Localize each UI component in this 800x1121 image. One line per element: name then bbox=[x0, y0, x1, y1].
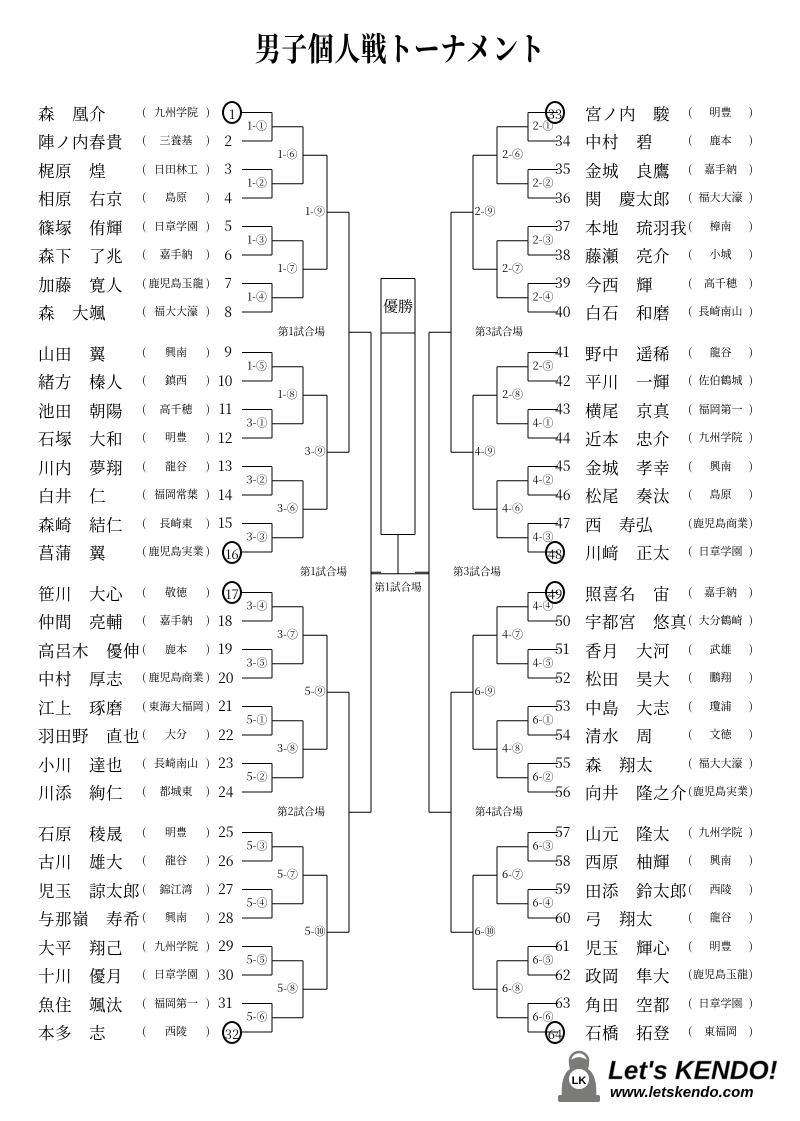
svg-text:1-⑧: 1-⑧ bbox=[278, 386, 298, 402]
svg-text:1-⑦: 1-⑦ bbox=[278, 260, 298, 276]
svg-text:2-⑧: 2-⑧ bbox=[502, 386, 523, 402]
svg-text:6-②: 6-② bbox=[533, 769, 554, 785]
svg-text:6-⑩: 6-⑩ bbox=[475, 923, 496, 939]
svg-text:3-⑤: 3-⑤ bbox=[247, 655, 268, 671]
svg-text:4-②: 4-② bbox=[533, 472, 554, 488]
svg-text:5-②: 5-② bbox=[247, 769, 268, 785]
svg-text:3-④: 3-④ bbox=[247, 598, 268, 614]
svg-text:4-①: 4-① bbox=[533, 415, 554, 431]
svg-text:1-⑨: 1-⑨ bbox=[305, 203, 325, 219]
svg-text:2-⑥: 2-⑥ bbox=[502, 146, 523, 162]
svg-text:5-④: 5-④ bbox=[247, 895, 268, 911]
svg-text:5-⑦: 5-⑦ bbox=[277, 866, 298, 882]
svg-text:5-⑧: 5-⑧ bbox=[277, 980, 298, 996]
svg-text:1-②: 1-② bbox=[247, 175, 267, 191]
svg-text:4-⑦: 4-⑦ bbox=[502, 626, 523, 642]
svg-text:1-④: 1-④ bbox=[247, 289, 267, 305]
svg-text:第1試合場: 第1試合場 bbox=[278, 324, 325, 339]
svg-text:6-⑦: 6-⑦ bbox=[502, 866, 523, 882]
svg-text:3-⑦: 3-⑦ bbox=[277, 626, 298, 642]
svg-text:4-⑥: 4-⑥ bbox=[502, 500, 523, 516]
svg-text:第2試合場: 第2試合場 bbox=[277, 804, 325, 819]
svg-text:2-④: 2-④ bbox=[533, 289, 554, 305]
svg-text:第4試合場: 第4試合場 bbox=[475, 804, 523, 819]
svg-text:2-⑨: 2-⑨ bbox=[475, 203, 496, 219]
svg-text:1-⑤: 1-⑤ bbox=[247, 358, 267, 374]
svg-text:5-⑨: 5-⑨ bbox=[305, 683, 326, 699]
svg-text:4-⑤: 4-⑤ bbox=[533, 655, 554, 671]
svg-text:LK: LK bbox=[572, 1075, 587, 1087]
svg-text:www.letskendo.com: www.letskendo.com bbox=[610, 1084, 754, 1101]
svg-text:Let's KENDO!: Let's KENDO! bbox=[608, 1055, 778, 1085]
svg-text:3-③: 3-③ bbox=[247, 529, 268, 545]
svg-text:3-①: 3-① bbox=[247, 415, 268, 431]
svg-text:3-⑧: 3-⑧ bbox=[277, 740, 298, 756]
svg-text:6-①: 6-① bbox=[533, 712, 554, 728]
svg-text:第1試合場: 第1試合場 bbox=[300, 564, 347, 579]
svg-text:2-②: 2-② bbox=[533, 175, 554, 191]
svg-text:優勝: 優勝 bbox=[383, 296, 413, 317]
svg-text:5-③: 5-③ bbox=[247, 838, 268, 854]
svg-text:3-②: 3-② bbox=[247, 472, 268, 488]
svg-text:4-⑨: 4-⑨ bbox=[475, 443, 496, 459]
svg-text:2-⑦: 2-⑦ bbox=[502, 260, 523, 276]
svg-text:6-⑨: 6-⑨ bbox=[475, 683, 496, 699]
svg-text:5-⑥: 5-⑥ bbox=[247, 1009, 268, 1025]
svg-text:第1試合場: 第1試合場 bbox=[375, 580, 422, 595]
svg-text:1-③: 1-③ bbox=[247, 232, 267, 248]
svg-text:3-⑨: 3-⑨ bbox=[305, 443, 326, 459]
svg-text:5-⑤: 5-⑤ bbox=[247, 952, 268, 968]
svg-text:5-①: 5-① bbox=[247, 712, 268, 728]
svg-text:1-⑥: 1-⑥ bbox=[278, 146, 298, 162]
svg-text:6-⑧: 6-⑧ bbox=[502, 980, 523, 996]
svg-text:2-⑤: 2-⑤ bbox=[533, 358, 554, 374]
svg-text:第3試合場: 第3試合場 bbox=[453, 564, 501, 579]
svg-text:3-⑥: 3-⑥ bbox=[277, 500, 298, 516]
svg-text:第3試合場: 第3試合場 bbox=[475, 324, 523, 339]
svg-text:2-③: 2-③ bbox=[533, 232, 554, 248]
svg-text:1-①: 1-① bbox=[247, 118, 267, 134]
svg-text:6-⑤: 6-⑤ bbox=[533, 952, 554, 968]
svg-text:6-③: 6-③ bbox=[533, 838, 554, 854]
svg-text:4-⑧: 4-⑧ bbox=[502, 740, 523, 756]
svg-text:6-④: 6-④ bbox=[533, 895, 554, 911]
svg-text:5-⑩: 5-⑩ bbox=[305, 923, 326, 939]
